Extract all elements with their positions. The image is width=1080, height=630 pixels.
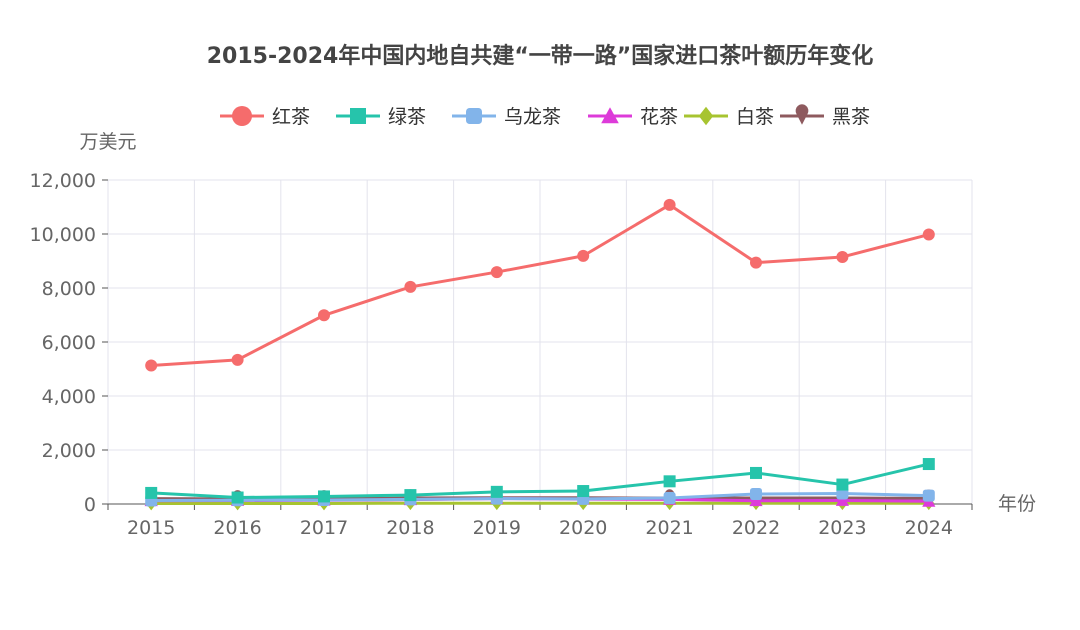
data-point xyxy=(490,266,503,279)
data-point xyxy=(663,475,676,488)
legend-swatch-marker xyxy=(350,108,366,124)
series-layer xyxy=(144,198,936,511)
x-tick-label: 2024 xyxy=(905,517,953,539)
legend-swatch-marker xyxy=(601,107,619,124)
legend-item: 白茶 xyxy=(684,106,774,128)
data-point xyxy=(145,359,158,372)
data-point xyxy=(577,485,590,498)
x-axis-label: 年份 xyxy=(998,493,1036,515)
x-tick-label: 2016 xyxy=(213,517,261,539)
legend-swatch-marker xyxy=(232,106,252,126)
grid xyxy=(107,179,973,504)
legend-label: 白茶 xyxy=(736,106,774,128)
chart-title: 2015-2024年中国内地自共建“一带一路”国家进口茶叶额历年变化 xyxy=(207,43,874,69)
y-tick-label: 8,000 xyxy=(42,278,96,300)
legend-item: 乌龙茶 xyxy=(452,106,561,128)
x-tick-label: 2018 xyxy=(386,517,434,539)
x-tick-label: 2022 xyxy=(732,517,780,539)
data-point xyxy=(663,492,676,505)
x-tick-label: 2023 xyxy=(818,517,866,539)
series-line xyxy=(151,203,930,367)
data-point xyxy=(922,228,935,241)
data-point xyxy=(318,309,330,322)
legend-swatch-marker xyxy=(466,108,482,124)
legend-item: 花茶 xyxy=(588,106,678,128)
legend-label: 花茶 xyxy=(640,106,678,128)
legend-swatch-marker xyxy=(795,104,809,125)
x-tick-label: 2017 xyxy=(300,517,348,539)
y-tick-label: 6,000 xyxy=(42,332,96,354)
axes: 0 2,000 4,000 6,000 8,000 10,000 12,000 2015 201… xyxy=(30,170,973,539)
data-point xyxy=(750,488,762,501)
data-point xyxy=(404,280,417,293)
legend-item: 黑茶 xyxy=(780,104,870,128)
x-tick-label: 2020 xyxy=(559,517,607,539)
data-point xyxy=(404,489,417,502)
legend-label: 乌龙茶 xyxy=(504,106,561,128)
y-tick-label: 4,000 xyxy=(42,386,96,408)
y-axis-unit-label: 万美元 xyxy=(79,131,136,153)
data-point xyxy=(318,490,330,503)
y-tick-label: 0 xyxy=(84,494,96,516)
x-tick-label: 2021 xyxy=(645,517,693,539)
series-红茶 xyxy=(145,198,935,372)
data-point xyxy=(577,249,590,262)
x-tick-label: 2019 xyxy=(473,517,521,539)
legend-label: 绿茶 xyxy=(388,106,426,128)
data-point xyxy=(145,486,158,499)
series-line xyxy=(151,491,929,502)
y-tick-label: 10,000 xyxy=(30,224,96,246)
data-point xyxy=(749,494,763,507)
legend-item: 红茶 xyxy=(220,106,310,128)
y-tick-label: 12,000 xyxy=(30,170,96,192)
data-point xyxy=(835,493,849,506)
data-point xyxy=(231,353,244,366)
series-line xyxy=(151,462,930,500)
data-point xyxy=(922,489,935,502)
legend-item: 绿茶 xyxy=(336,106,426,128)
y-tick-label: 2,000 xyxy=(42,440,96,462)
series-绿茶 xyxy=(145,458,935,504)
legend: 红茶 绿茶 乌龙茶 花茶 白茶 黑茶 xyxy=(220,104,870,128)
data-point xyxy=(750,256,762,269)
data-point xyxy=(836,478,849,491)
legend-label: 红茶 xyxy=(272,106,310,128)
data-point xyxy=(750,466,762,479)
legend-label: 黑茶 xyxy=(832,106,870,128)
data-point xyxy=(663,198,676,211)
legend-swatch-marker xyxy=(698,106,714,126)
data-point xyxy=(922,458,935,471)
x-tick-label: 2015 xyxy=(127,517,175,539)
data-point xyxy=(836,250,849,263)
data-point xyxy=(231,491,244,504)
data-point xyxy=(490,485,503,498)
